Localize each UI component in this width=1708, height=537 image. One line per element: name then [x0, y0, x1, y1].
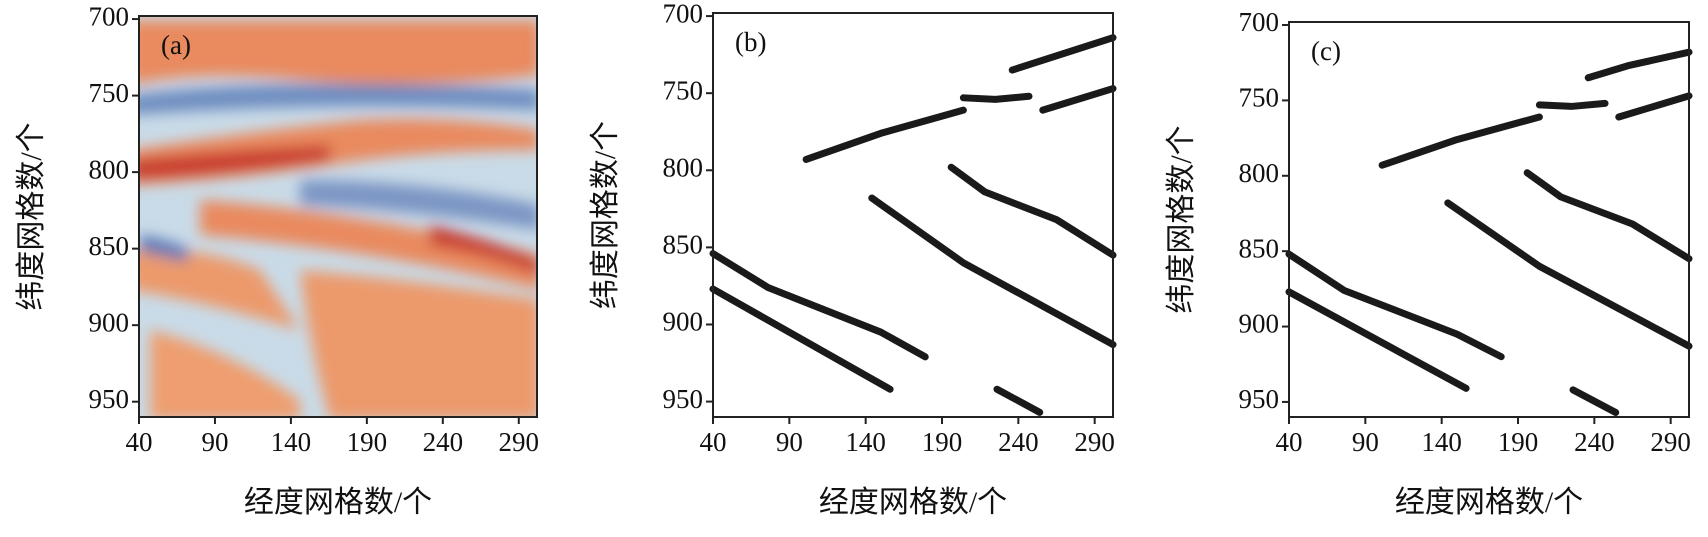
x-axis-label: 经度网格数/个	[1395, 486, 1583, 519]
y-tick-label: 700	[663, 0, 704, 28]
y-tick-label: 800	[1239, 158, 1280, 188]
fault-line	[1008, 34, 1117, 74]
x-tick-label: 290	[1074, 427, 1115, 457]
plot-frame	[712, 12, 1114, 418]
x-tick-label: 140	[1421, 427, 1462, 457]
fault-line	[802, 106, 967, 163]
y-tick-label: 700	[89, 1, 130, 31]
x-tick-label: 290	[1650, 427, 1691, 457]
x-tick-label: 190	[922, 427, 963, 457]
y-tick-label: 750	[1239, 83, 1280, 113]
x-tick-label: 40	[700, 427, 727, 457]
x-tick-label: 290	[499, 427, 540, 457]
fault-line	[868, 194, 1117, 349]
panel-label: (b)	[735, 27, 766, 57]
fault-line	[1285, 288, 1470, 392]
x-tick-label: 90	[201, 427, 228, 457]
y-tick-label: 950	[1239, 384, 1280, 414]
x-tick-label: 240	[423, 427, 464, 457]
y-axis-label: 纬度网格数/个	[1165, 125, 1198, 313]
plot-frame	[1288, 21, 1690, 418]
fault-line	[1569, 386, 1620, 416]
y-axis-label: 纬度网格数/个	[15, 122, 48, 310]
fault-line	[1535, 99, 1609, 110]
x-tick-label: 190	[347, 427, 388, 457]
x-axis-label: 经度网格数/个	[819, 486, 1007, 519]
panel-label: (c)	[1311, 36, 1341, 66]
y-tick-label: 950	[663, 384, 704, 414]
fault-line	[1378, 113, 1543, 169]
fault-line	[1444, 199, 1693, 350]
fault-line	[709, 250, 929, 361]
fault-line	[1615, 92, 1693, 121]
fault-line	[709, 285, 894, 393]
fault-line	[1285, 250, 1505, 361]
y-tick-label: 700	[1239, 7, 1280, 37]
y-tick-label: 850	[663, 230, 704, 260]
panel-label: (a)	[161, 30, 191, 60]
fault-line	[1584, 48, 1693, 82]
x-tick-label: 90	[776, 427, 803, 457]
fault-line	[993, 385, 1044, 416]
y-tick-label: 900	[89, 307, 130, 337]
x-tick-label: 40	[1276, 427, 1303, 457]
x-tick-label: 240	[998, 427, 1039, 457]
y-tick-label: 850	[1239, 233, 1280, 263]
x-tick-label: 240	[1574, 427, 1615, 457]
y-tick-label: 750	[89, 78, 130, 108]
y-tick-label: 850	[89, 231, 130, 261]
y-tick-label: 800	[663, 152, 704, 182]
y-tick-label: 900	[663, 307, 704, 337]
fault-line	[947, 163, 1117, 259]
x-tick-label: 140	[845, 427, 886, 457]
x-axis-label: 经度网格数/个	[244, 486, 432, 519]
plot-frame	[138, 15, 538, 418]
fault-line	[1523, 169, 1693, 263]
x-tick-label: 140	[271, 427, 312, 457]
fault-line	[959, 92, 1033, 103]
y-tick-label: 950	[89, 384, 130, 414]
y-tick-label: 800	[89, 154, 130, 184]
x-tick-label: 190	[1498, 427, 1539, 457]
x-tick-label: 90	[1352, 427, 1379, 457]
seismic-image	[139, 16, 537, 417]
fault-line	[1039, 85, 1117, 114]
y-tick-label: 750	[663, 75, 704, 105]
x-tick-label: 40	[126, 427, 153, 457]
y-tick-label: 900	[1239, 309, 1280, 339]
y-axis-label: 纬度网格数/个	[589, 121, 622, 309]
